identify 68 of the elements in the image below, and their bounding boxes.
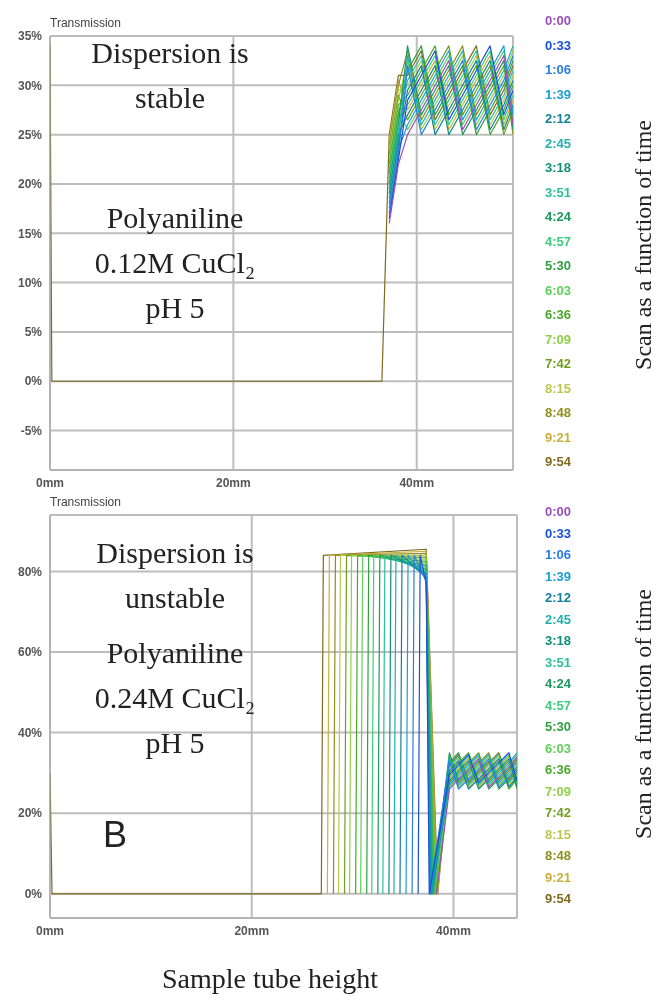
text: 9:21 bbox=[545, 429, 572, 445]
text: 9:54 bbox=[545, 454, 572, 469]
y-tick-label: 20% bbox=[17, 806, 43, 821]
text: 6:03 bbox=[545, 740, 572, 756]
text: 8:48 bbox=[545, 848, 572, 863]
x-tick-label: 0mm bbox=[35, 923, 65, 938]
text: 4:24 bbox=[545, 209, 572, 224]
y-tick-label: 30% bbox=[17, 78, 43, 93]
x-tick-label: 20mm bbox=[234, 923, 270, 938]
text: 7:09 bbox=[545, 783, 572, 799]
y-tick-label: -5% bbox=[20, 423, 43, 438]
text: 3:18 bbox=[545, 160, 572, 175]
text: 2:12 bbox=[545, 590, 572, 605]
y-tick-label: 25% bbox=[17, 127, 43, 142]
y-tick-label: 40% bbox=[17, 725, 43, 740]
annotation: Dispersion is stable bbox=[90, 35, 250, 116]
y-tick-label: 0% bbox=[24, 374, 43, 389]
text: 4:57 bbox=[545, 233, 572, 249]
text: 9:54 bbox=[545, 891, 572, 906]
text: 2:12 bbox=[545, 111, 572, 126]
text: 7:42 bbox=[545, 805, 572, 820]
text: 6:36 bbox=[545, 762, 572, 777]
x-tick-label: 40mm bbox=[399, 475, 435, 490]
text: 0:33 bbox=[545, 525, 572, 541]
text: 2:45 bbox=[545, 135, 572, 151]
text: 1:39 bbox=[545, 568, 572, 584]
y-tick-label: 60% bbox=[17, 645, 43, 660]
y-axis-title: Transmission bbox=[50, 16, 121, 30]
text: 4:57 bbox=[545, 697, 572, 713]
legend-title: Scan as a function of time bbox=[630, 120, 657, 370]
text: 1:06 bbox=[545, 62, 572, 77]
annotation: Polyaniline 0.12M CuCl₂ pH 5 bbox=[93, 200, 257, 326]
y-tick-label: 10% bbox=[17, 275, 43, 290]
legend-title: Scan as a function of time bbox=[630, 589, 657, 839]
y-tick-label: 0% bbox=[24, 887, 43, 902]
text: 0:00 bbox=[545, 504, 572, 519]
y-tick-label: 80% bbox=[17, 564, 43, 579]
text: 4:24 bbox=[545, 676, 572, 691]
text: 3:51 bbox=[545, 184, 572, 200]
text: 2:45 bbox=[545, 611, 572, 627]
text: 8:48 bbox=[545, 405, 572, 420]
y-tick-label: 5% bbox=[24, 325, 43, 340]
text: 1:06 bbox=[545, 547, 572, 562]
text: 5:30 bbox=[545, 719, 572, 734]
text: 3:51 bbox=[545, 654, 572, 670]
x-tick-label: 20mm bbox=[216, 475, 251, 490]
x-tick-label: 0mm bbox=[35, 475, 65, 490]
text: 9:21 bbox=[545, 869, 572, 885]
text: 1:39 bbox=[545, 86, 572, 102]
annotation: Dispersion is unstable bbox=[95, 535, 255, 616]
text: 8:15 bbox=[545, 826, 572, 842]
text: 7:42 bbox=[545, 356, 572, 371]
y-tick-label: 15% bbox=[17, 226, 43, 241]
text: 5:30 bbox=[545, 258, 572, 273]
x-axis-title: Sample tube height bbox=[160, 963, 380, 995]
x-tick-label: 40mm bbox=[436, 923, 471, 938]
y-tick-label: 20% bbox=[17, 177, 43, 192]
text: 0:00 bbox=[545, 13, 572, 28]
y-axis-title: Transmission bbox=[50, 495, 121, 509]
text: 8:15 bbox=[545, 380, 572, 396]
text: 6:36 bbox=[545, 307, 572, 322]
annotation: B bbox=[102, 813, 128, 857]
text: 0:33 bbox=[545, 37, 572, 53]
y-tick-label: 35% bbox=[17, 29, 43, 44]
text: 6:03 bbox=[545, 282, 572, 298]
text: 3:18 bbox=[545, 633, 572, 648]
annotation: Polyaniline 0.24M CuCl₂ pH 5 bbox=[93, 635, 257, 761]
text: 7:09 bbox=[545, 331, 572, 347]
